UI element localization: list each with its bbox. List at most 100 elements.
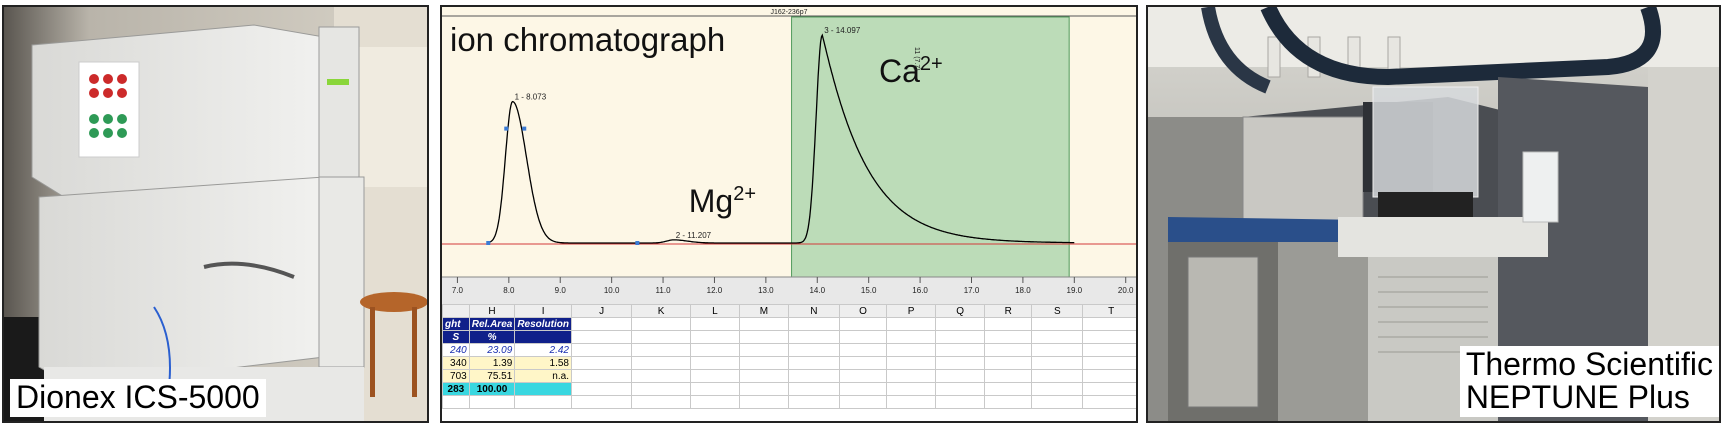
sheet-cell[interactable]	[1082, 382, 1136, 396]
sheet-cell[interactable]: 1.39	[468, 356, 516, 370]
sheet-cell[interactable]: R	[984, 304, 1033, 318]
sheet-cell[interactable]	[1082, 395, 1136, 409]
sheet-cell[interactable]	[1082, 356, 1136, 370]
sheet-cell[interactable]	[570, 382, 633, 396]
sheet-cell[interactable]: H	[468, 304, 516, 318]
sheet-cell[interactable]	[738, 369, 789, 383]
sheet-cell[interactable]	[689, 343, 740, 357]
sheet-cell[interactable]	[1031, 369, 1084, 383]
sheet-cell[interactable]: 703	[442, 369, 470, 383]
sheet-cell[interactable]	[886, 343, 937, 357]
sheet-cell[interactable]	[689, 369, 740, 383]
sheet-cell[interactable]	[570, 330, 633, 344]
sheet-cell[interactable]	[1031, 343, 1084, 357]
sheet-cell[interactable]: O	[838, 304, 888, 318]
sheet-cell[interactable]: 23.09	[468, 343, 516, 357]
sheet-cell[interactable]	[738, 343, 789, 357]
sheet-cell[interactable]: L	[689, 304, 740, 318]
sheet-cell[interactable]: S	[442, 330, 470, 344]
sheet-cell[interactable]	[1082, 343, 1136, 357]
sheet-cell[interactable]	[738, 356, 789, 370]
sheet-cell[interactable]: 100.00	[468, 382, 516, 396]
sheet-cell[interactable]	[787, 330, 840, 344]
sheet-cell[interactable]	[984, 382, 1033, 396]
sheet-cell[interactable]	[886, 395, 937, 409]
sheet-cell[interactable]	[1031, 395, 1084, 409]
sheet-cell[interactable]: %	[468, 330, 516, 344]
sheet-cell[interactable]	[886, 330, 937, 344]
sheet-cell[interactable]	[935, 356, 986, 370]
sheet-cell[interactable]: N	[787, 304, 840, 318]
sheet-cell[interactable]	[787, 356, 840, 370]
sheet-cell[interactable]	[886, 369, 937, 383]
sheet-cell[interactable]	[570, 343, 633, 357]
sheet-cell[interactable]	[514, 382, 572, 396]
sheet-cell[interactable]	[1082, 369, 1136, 383]
sheet-cell[interactable]: T	[1082, 304, 1136, 318]
sheet-cell[interactable]	[631, 317, 691, 331]
sheet-cell[interactable]	[838, 356, 888, 370]
sheet-cell[interactable]	[984, 317, 1033, 331]
sheet-cell[interactable]	[787, 382, 840, 396]
sheet-cell[interactable]	[442, 304, 470, 318]
sheet-cell[interactable]: S	[1031, 304, 1084, 318]
sheet-cell[interactable]: 240	[442, 343, 470, 357]
sheet-cell[interactable]	[631, 382, 691, 396]
sheet-cell[interactable]	[442, 395, 470, 409]
sheet-cell[interactable]	[984, 369, 1033, 383]
sheet-cell[interactable]	[984, 395, 1033, 409]
sheet-cell[interactable]	[738, 317, 789, 331]
sheet-cell[interactable]: I	[514, 304, 572, 318]
sheet-cell[interactable]	[631, 330, 691, 344]
sheet-cell[interactable]	[838, 369, 888, 383]
sheet-cell[interactable]	[631, 356, 691, 370]
sheet-cell[interactable]	[689, 330, 740, 344]
sheet-cell[interactable]	[838, 330, 888, 344]
sheet-cell[interactable]	[984, 356, 1033, 370]
sheet-cell[interactable]	[738, 330, 789, 344]
sheet-cell[interactable]	[787, 343, 840, 357]
sheet-cell[interactable]	[1031, 382, 1084, 396]
sheet-cell[interactable]	[838, 395, 888, 409]
sheet-cell[interactable]	[570, 356, 633, 370]
sheet-cell[interactable]: Rel.Area	[468, 317, 516, 331]
sheet-cell[interactable]: 283	[442, 382, 470, 396]
sheet-cell[interactable]	[935, 382, 986, 396]
sheet-cell[interactable]	[787, 317, 840, 331]
sheet-cell[interactable]	[514, 395, 572, 409]
sheet-cell[interactable]	[886, 317, 937, 331]
sheet-cell[interactable]: Q	[935, 304, 986, 318]
sheet-cell[interactable]	[984, 330, 1033, 344]
sheet-cell[interactable]	[886, 356, 937, 370]
sheet-cell[interactable]: J	[570, 304, 633, 318]
sheet-cell[interactable]	[886, 382, 937, 396]
sheet-cell[interactable]	[935, 395, 986, 409]
sheet-cell[interactable]	[689, 356, 740, 370]
sheet-cell[interactable]	[570, 369, 633, 383]
sheet-cell[interactable]: P	[886, 304, 937, 318]
sheet-cell[interactable]	[1031, 330, 1084, 344]
sheet-cell[interactable]	[570, 395, 633, 409]
sheet-cell[interactable]	[514, 330, 572, 344]
sheet-cell[interactable]	[689, 382, 740, 396]
sheet-cell[interactable]	[631, 343, 691, 357]
sheet-cell[interactable]	[468, 395, 516, 409]
sheet-cell[interactable]: 2.42	[514, 343, 572, 357]
sheet-cell[interactable]	[1082, 317, 1136, 331]
sheet-cell[interactable]	[787, 395, 840, 409]
sheet-cell[interactable]	[738, 395, 789, 409]
sheet-cell[interactable]	[1082, 330, 1136, 344]
sheet-cell[interactable]	[689, 395, 740, 409]
sheet-cell[interactable]	[787, 369, 840, 383]
sheet-cell[interactable]	[935, 317, 986, 331]
sheet-cell[interactable]	[935, 369, 986, 383]
sheet-cell[interactable]: 340	[442, 356, 470, 370]
sheet-cell[interactable]	[1031, 356, 1084, 370]
sheet-cell[interactable]	[570, 317, 633, 331]
sheet-cell[interactable]	[838, 317, 888, 331]
sheet-cell[interactable]: K	[631, 304, 691, 318]
sheet-cell[interactable]: 1.58	[514, 356, 572, 370]
sheet-cell[interactable]	[631, 395, 691, 409]
sheet-cell[interactable]	[738, 382, 789, 396]
sheet-cell[interactable]	[838, 382, 888, 396]
